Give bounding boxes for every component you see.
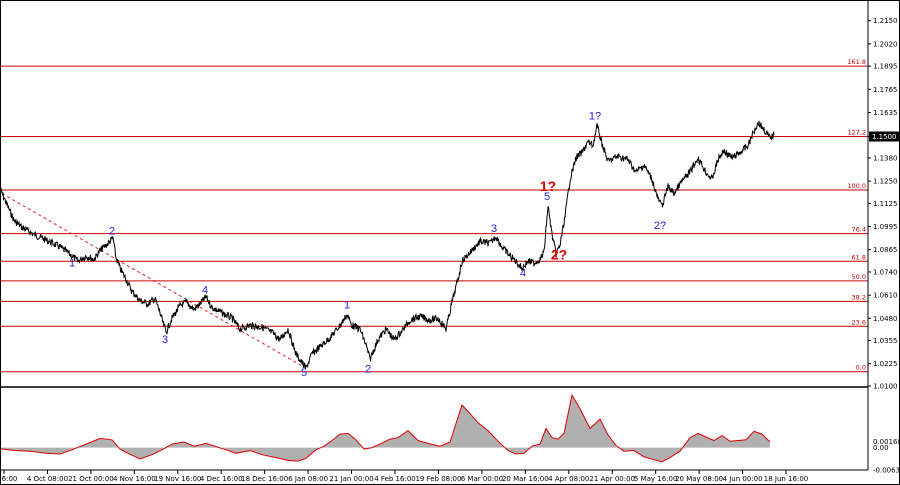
oscillator-tick-label: 0.00: [873, 444, 889, 452]
wave-label: 3: [491, 223, 497, 235]
fib-level-label: 61.8: [852, 253, 866, 261]
wave-label: 2: [365, 364, 371, 376]
time-tick-label: 4 Jun 00:00: [723, 475, 763, 483]
time-tick-label: 18 Dec 16:00: [241, 475, 288, 483]
price-tick-label: 1.0100: [873, 383, 898, 391]
price-tick-label: 1.2020: [873, 40, 898, 48]
wave-label: 4: [202, 284, 208, 296]
time-tick-label: 4 Oct 08:00: [27, 475, 68, 483]
time-tick-label: 18 Jun 16:00: [764, 475, 808, 483]
price-tick-label: 1.1765: [873, 86, 898, 94]
current-price-badge: [869, 131, 899, 142]
trend-line: [1, 193, 307, 369]
price-tick-label: 1.1250: [873, 178, 898, 186]
fib-level-label: 127.2: [847, 129, 866, 137]
time-tick-label: 4 Dec 16:00: [200, 475, 243, 483]
time-tick-label: 4 Nov 16:00: [113, 475, 156, 483]
oscillator-histogram: [0, 395, 770, 462]
time-tick-label: 21 Apr 00:00: [589, 475, 635, 483]
wave-label: 3: [162, 334, 168, 346]
time-tick-label: 5 May 16:00: [634, 475, 678, 483]
time-tick-label: 26 Sep 16:00: [0, 475, 17, 483]
time-tick-label: 21 Jan 00:00: [329, 475, 373, 483]
price-tick-label: 1.0740: [873, 268, 898, 276]
wave-label: 1?: [540, 178, 556, 194]
wave-label: 1: [344, 299, 350, 311]
fib-level-label: 0.0: [856, 364, 866, 372]
current-price-label: 1.1500: [872, 133, 897, 141]
time-tick-label: 19 Nov 16:00: [154, 475, 201, 483]
oscillator-signal-line: [0, 393, 771, 463]
oscillator-tick-label: -0.00635: [873, 467, 900, 475]
price-panel: 161.8 127.2 100.0 76.4 61.8 50.0 38.2 23.6 0.0 1 2…: [0, 58, 868, 379]
time-tick-label: 20 May 08:00: [675, 475, 723, 483]
time-tick-label: 20 Mar 16:00: [502, 475, 549, 483]
time-tick-label: 4 Feb 16:00: [374, 475, 415, 483]
wave-label: 5: [301, 367, 307, 379]
fib-level-label: 161.8: [847, 58, 866, 66]
wave-label: 2?: [551, 246, 567, 262]
oscillator-panel: [0, 393, 771, 463]
price-tick-label: 1.0355: [873, 337, 898, 345]
time-tick-label: 21 Oct 00:00: [68, 475, 114, 483]
wave-label: 1?: [589, 111, 601, 123]
wave-label: 2?: [654, 220, 666, 232]
price-tick-label: 1.2150: [873, 17, 898, 25]
fib-level-label: 23.6: [852, 318, 866, 326]
price-tick-label: 1.0225: [873, 360, 898, 368]
price-tick-label: 1.1125: [873, 200, 898, 208]
fib-level-label: 76.4: [852, 226, 866, 234]
wave-label: 4: [520, 267, 526, 279]
fib-level-label: 38.2: [852, 293, 866, 301]
price-series-line: [0, 120, 775, 369]
fib-level-label: 50.0: [852, 273, 866, 281]
time-tick-label: 4 Apr 08:00: [548, 475, 589, 483]
price-tick-label: 1.0480: [873, 315, 898, 323]
oscillator-tick-label: 0.00168: [873, 438, 900, 446]
time-tick-label: 6 Mar 00:00: [461, 475, 503, 483]
fib-level-label: 100.0: [847, 182, 866, 190]
price-tick-label: 1.1895: [873, 63, 898, 71]
price-tick-label: 1.1635: [873, 109, 898, 117]
wave-label: 1: [69, 258, 75, 270]
price-tick-label: 1.0995: [873, 223, 898, 231]
wave-label: 2: [109, 226, 115, 238]
wave-label: 5: [544, 191, 550, 203]
price-tick-label: 1.0865: [873, 246, 898, 254]
time-tick-label: 6 Jan 08:00: [288, 475, 328, 483]
time-tick-label: 19 Feb 08:00: [415, 475, 461, 483]
price-tick-label: 1.0610: [873, 292, 898, 300]
price-tick-label: 1.1380: [873, 154, 898, 162]
